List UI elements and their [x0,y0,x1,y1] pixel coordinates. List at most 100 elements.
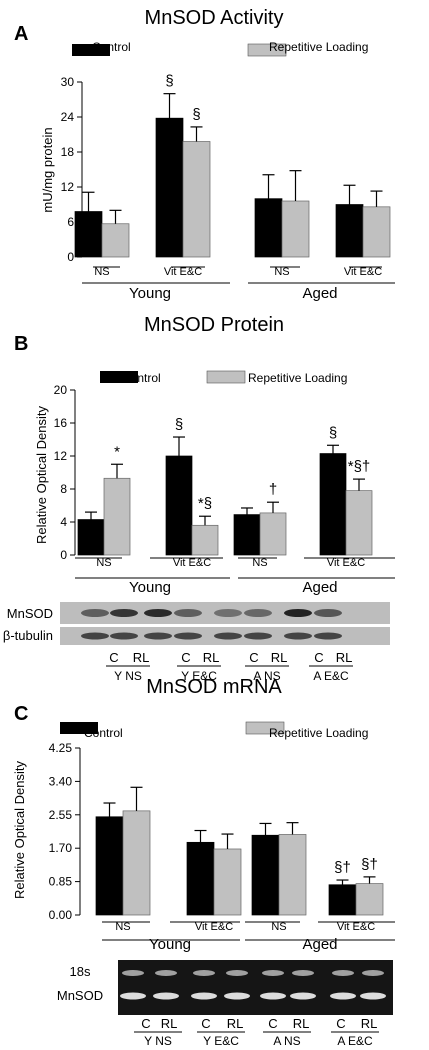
blot-band-tubulin [81,632,109,640]
chart0-y-tick-label: 18 [61,145,75,159]
blot-band-tubulin [214,632,242,640]
chart1-legend-label-control: Control [122,371,161,385]
gel-row-label: MnSOD [57,988,103,1003]
chart2-category-label: NS [271,921,286,933]
chart0-panel-letter: A [14,23,28,45]
chart0-y-tick-label: 6 [67,215,74,229]
chart0-bar-control [335,204,364,258]
chart1-category-label: NS [96,557,111,569]
chart1-title: MnSOD Protein [144,314,284,336]
chart0-legend-label-repetitive: Repetitive Loading [269,40,368,54]
gel-band-18s [362,970,384,976]
chart1-significance-mark: † [269,481,277,498]
chart1-bar-repetitive [345,490,373,556]
gel-lane-label: RL [161,1016,178,1031]
chart1-category-label: NS [252,557,267,569]
gel-band-mnsod [153,992,179,1000]
chart0-title: MnSOD Activity [145,7,284,29]
chart1-significance-mark: § [329,424,337,441]
gel-group-label: A NS [273,1034,300,1048]
chart1-bar-control [319,453,347,556]
chart0-y-tick-label: 0 [67,250,74,264]
chart0-y-axis-label: mU/mg protein [40,127,55,212]
chart2-y-tick-label: 0.00 [49,908,73,922]
gel-band-mnsod [224,992,250,1000]
chart1-bar-control [233,514,261,556]
chart1-category-label: Vit E&C [173,557,211,569]
chart2-category-label: Vit E&C [195,921,233,933]
chart2-category-label: NS [115,921,130,933]
chart0-bar-control [74,211,103,258]
chart1-legend-label-repetitive: Repetitive Loading [248,371,347,385]
blot-band-mnsod [81,609,109,617]
chart0-bar-control [155,117,184,258]
gel-lane-label: C [336,1016,345,1031]
blot-group-label: A NS [253,669,280,683]
chart0-significance-mark: § [165,73,173,90]
chart2-bar-control [186,841,215,916]
chart2-group-label: Aged [302,936,337,953]
blot-band-mnsod [244,609,272,617]
chart2-legend-label-repetitive: Repetitive Loading [269,726,368,740]
chart1-significance-mark: *§† [348,458,371,475]
chart2-legend-swatch-repetitive [245,721,285,735]
chart0-bar-repetitive [281,200,310,258]
chart0-bar-control [254,198,283,258]
chart0-legend-swatch-repetitive [247,43,287,57]
gel-band-18s [122,970,144,976]
blot-band-tubulin [244,632,272,640]
chart0-y-tick-label: 12 [61,180,75,194]
blot-band-mnsod [144,609,172,617]
gel-band-18s [332,970,354,976]
chart0-bar-repetitive [101,223,130,258]
chart0-legend-label-control: Control [92,40,131,54]
chart2-bar-repetitive [278,834,307,916]
gel-row-label: 18s [70,964,91,979]
blot-lane-label: C [314,650,323,665]
chart1-category-label: Vit E&C [327,557,365,569]
chart2-y-tick-label: 3.40 [49,774,73,788]
chart2-legend-label-control: Control [84,726,123,740]
chart1-y-tick-label: 4 [60,515,67,529]
chart1-bar-repetitive [103,477,131,556]
chart1-group-label: Young [129,579,171,596]
blot-lane-label: RL [271,650,288,665]
blot-band-tubulin [144,632,172,640]
blot-lane-label: C [109,650,118,665]
blot-group-label: Y NS [114,669,142,683]
gel-lane-label: RL [227,1016,244,1031]
blot-band-tubulin [110,632,138,640]
chart1-bar-control [165,455,193,556]
gel-band-mnsod [260,992,286,1000]
chart2-bar-repetitive [122,810,151,916]
chart2-bar-repetitive [213,848,242,916]
chart2-y-tick-label: 0.85 [49,875,73,889]
blot-row-label: MnSOD [7,606,53,621]
chart1-y-tick-label: 8 [60,482,67,496]
gel-lane-label: C [141,1016,150,1031]
chart2-bar-control [95,816,124,916]
gel-band-mnsod [360,992,386,1000]
chart2-y-axis-label: Relative Optical Density [12,761,27,899]
blot-band-mnsod [214,609,242,617]
chart1-significance-mark: *§ [198,495,212,512]
chart2-bar-repetitive [355,883,384,916]
chart2-panel-letter: C [14,703,28,725]
blot-lane-label: RL [336,650,353,665]
gel-band-18s [193,970,215,976]
chart1-bar-repetitive [259,512,287,556]
chart2-bar-control [251,834,280,916]
blot-group-label: A E&C [313,669,349,683]
chart1-legend-swatch-control [100,371,138,383]
chart0-category-label: NS [274,266,289,278]
blot-band-mnsod [174,609,202,617]
blot-lane-label: RL [133,650,150,665]
gel-band-mnsod [290,992,316,1000]
gel-group-label: Y NS [144,1034,172,1048]
chart0-group-label: Young [129,285,171,302]
chart0-category-label: Vit E&C [164,266,202,278]
chart1-group-label: Aged [302,579,337,596]
chart2-significance-mark: §† [334,859,351,876]
blot-group-label: Y E&C [181,669,217,683]
